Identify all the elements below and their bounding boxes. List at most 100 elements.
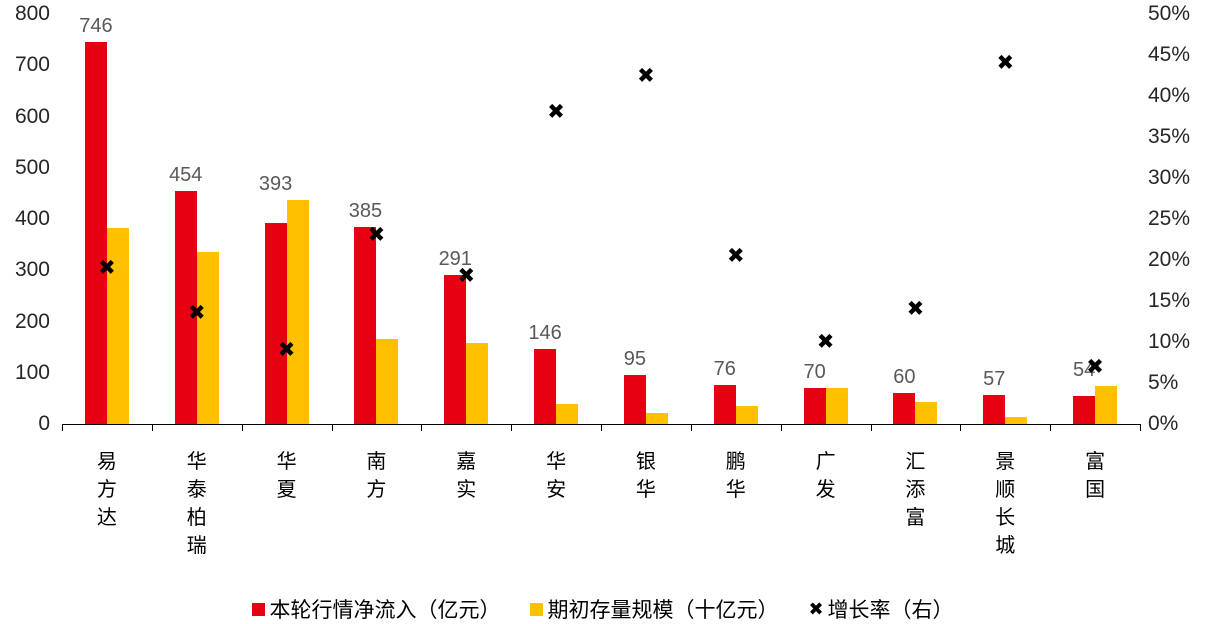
right-axis-tick-label: 50% — [1148, 2, 1191, 25]
plot-area: 746 ✖ 454 ✖ 393 ✖ 385 ✖ 291 ✖ 146 ✖ 95 ✖ 76 ✖ 70 ✖ 60 ✖ 57 ✖ 5… — [62, 14, 1141, 431]
growth-rate-marker: ✖ — [277, 338, 296, 362]
bar-value-label: 70 — [803, 360, 826, 383]
legend-swatch — [252, 602, 266, 616]
bar-value-label: 385 — [348, 199, 383, 222]
bar-initial-scale — [1005, 416, 1028, 424]
growth-rate-marker: ✖ — [187, 301, 206, 325]
bar-net-inflow — [893, 393, 916, 424]
x-axis-tick — [421, 424, 423, 431]
bar-net-inflow — [174, 191, 197, 424]
legend-item: 期初存量规模（十亿元） — [530, 594, 778, 624]
legend: 本轮行情净流入（亿元） 期初存量规模（十亿元） ✖ 增长率（右） — [0, 594, 1206, 624]
category-label: 汇 添 富 — [905, 451, 926, 529]
growth-rate-marker: ✖ — [996, 51, 1015, 75]
right-axis-tick-label: 45% — [1148, 43, 1191, 66]
bar-initial-scale — [466, 343, 489, 424]
growth-rate-marker: ✖ — [547, 100, 565, 124]
left-axis-tick-label: 600 — [14, 104, 50, 128]
bar-value-label: 54 — [1072, 359, 1096, 382]
bar-initial-scale — [1095, 386, 1118, 424]
category-label: 景 顺 长 城 — [995, 451, 1016, 557]
left-axis-tick-label: 400 — [14, 207, 50, 230]
x-axis-tick — [780, 424, 782, 431]
x-axis-tick — [870, 424, 872, 431]
bar-value-label: 95 — [623, 348, 647, 371]
bar-value-label: 393 — [258, 173, 293, 196]
category-label: 华 安 — [546, 451, 567, 501]
growth-rate-marker: ✖ — [98, 256, 116, 280]
bar-net-inflow — [983, 394, 1006, 424]
bar-initial-scale — [376, 339, 399, 424]
x-axis-tick — [331, 424, 333, 431]
bar-net-inflow — [534, 349, 557, 424]
bar-value-label: 291 — [438, 247, 472, 270]
right-axis-tick-label: 20% — [1148, 248, 1191, 271]
left-axis-tick-label: 300 — [14, 258, 50, 282]
legend-item: ✖ 增长率（右） — [808, 594, 953, 624]
category-label: 华 夏 — [276, 451, 297, 501]
bar-net-inflow — [803, 388, 826, 424]
left-axis-tick-label: 700 — [14, 53, 50, 77]
right-axis-tick-label: 30% — [1148, 166, 1191, 189]
x-axis-tick — [690, 424, 692, 431]
bar-value-label: 57 — [983, 367, 1006, 390]
bar-value-label: 76 — [713, 358, 736, 381]
bar-net-inflow — [713, 385, 736, 424]
right-axis-tick-label: 10% — [1148, 330, 1191, 353]
bar-net-inflow — [1073, 396, 1096, 424]
right-axis-tick-label: 0% — [1148, 412, 1179, 435]
x-axis-tick — [960, 424, 962, 431]
category-label: 银 华 — [635, 451, 656, 501]
bar-value-label: 60 — [893, 366, 916, 389]
growth-rate-marker: ✖ — [367, 223, 386, 247]
bar-net-inflow — [264, 222, 287, 424]
bar-value-label: 746 — [79, 14, 113, 37]
bar-net-inflow — [84, 41, 107, 424]
bar-initial-scale — [645, 412, 668, 424]
category-label: 鹏 华 — [725, 451, 746, 501]
bar-net-inflow — [354, 226, 377, 424]
growth-rate-marker: ✖ — [1086, 355, 1104, 379]
x-axis-tick — [601, 424, 602, 431]
bar-initial-scale — [286, 200, 309, 424]
category-label: 广 发 — [815, 451, 836, 501]
legend-label: 本轮行情净流入（亿元） — [269, 599, 501, 622]
growth-rate-marker: ✖ — [906, 297, 925, 321]
bar-initial-scale — [196, 251, 219, 424]
bar-value-label: 146 — [528, 322, 562, 345]
x-axis-tick — [511, 424, 513, 431]
legend-x-marker-icon: ✖ — [808, 599, 824, 619]
left-axis-tick-label: 0 — [38, 412, 50, 435]
bar-value-label: 454 — [169, 164, 203, 187]
category-label: 易 方 达 — [96, 451, 117, 529]
bar-initial-scale — [106, 227, 129, 424]
legend-item: 本轮行情净流入（亿元） — [252, 594, 500, 624]
category-label: 南 方 — [366, 451, 387, 501]
right-axis-tick-label: 15% — [1148, 289, 1191, 312]
x-axis-tick — [1140, 424, 1141, 431]
right-axis-tick-label: 5% — [1148, 371, 1179, 394]
x-axis-tick — [62, 424, 63, 431]
left-axis-tick-label: 800 — [14, 2, 50, 25]
right-axis-tick-label: 40% — [1148, 84, 1191, 107]
category-label: 富 国 — [1085, 451, 1106, 501]
growth-rate-marker: ✖ — [816, 330, 835, 354]
growth-rate-marker: ✖ — [637, 64, 655, 87]
right-axis-tick-label: 25% — [1148, 207, 1191, 230]
legend-label: 期初存量规模（十亿元） — [547, 599, 779, 622]
bar-initial-scale — [556, 404, 579, 424]
left-axis-tick-label: 500 — [14, 155, 50, 179]
legend-label: 增长率（右） — [827, 599, 954, 622]
growth-rate-marker: ✖ — [457, 264, 476, 288]
legend-swatch — [530, 602, 544, 616]
bar-initial-scale — [915, 401, 938, 424]
left-axis-tick-label: 100 — [14, 360, 50, 384]
bar-initial-scale — [735, 406, 758, 424]
bar-initial-scale — [825, 387, 848, 424]
x-axis-tick — [241, 424, 243, 431]
right-axis-tick-label: 35% — [1148, 125, 1191, 148]
bar-net-inflow — [623, 375, 646, 424]
growth-rate-marker: ✖ — [726, 244, 745, 268]
x-axis-tick — [1050, 424, 1052, 431]
